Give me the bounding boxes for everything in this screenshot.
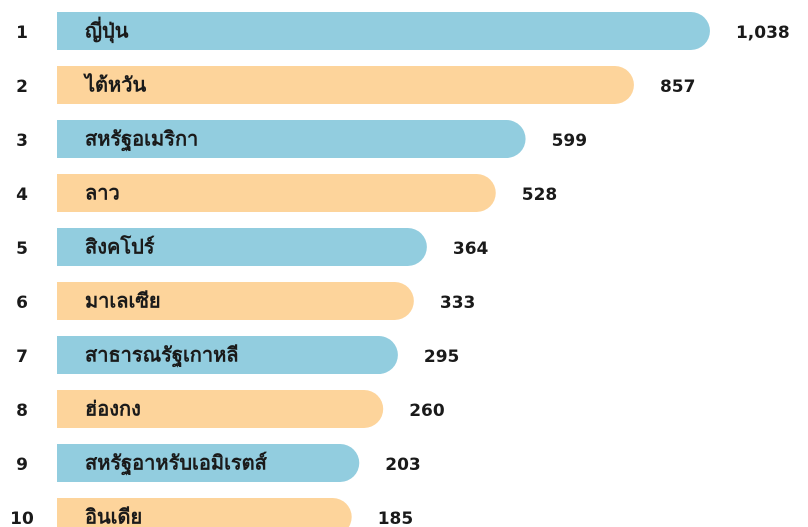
category-label: สหรัฐอเมริกา xyxy=(85,127,198,153)
value-label: 1,038 xyxy=(736,23,790,43)
rank-label: 8 xyxy=(16,401,28,421)
category-label: สาธารณรัฐเกาหลี xyxy=(85,343,239,369)
rank-label: 6 xyxy=(16,293,28,313)
category-label: อินเดีย xyxy=(85,505,142,527)
rank-label: 10 xyxy=(10,509,34,527)
rank-label: 1 xyxy=(16,23,28,43)
value-label: 185 xyxy=(378,509,414,527)
rank-label: 3 xyxy=(16,131,28,151)
value-label: 203 xyxy=(385,455,421,475)
rank-label: 5 xyxy=(16,239,28,259)
value-label: 599 xyxy=(552,131,588,151)
bar xyxy=(57,498,352,527)
category-label: ลาว xyxy=(85,181,120,205)
category-label: มาเลเซีย xyxy=(85,289,161,313)
rank-label: 2 xyxy=(16,77,28,97)
category-label: ไต้หวัน xyxy=(83,73,146,97)
category-label: ฮ่องกง xyxy=(85,397,141,421)
value-label: 295 xyxy=(424,347,460,367)
bar xyxy=(57,120,526,158)
category-label: สหรัฐอาหรับเอมิเรตส์ xyxy=(85,451,268,477)
bar xyxy=(57,174,496,212)
value-label: 333 xyxy=(440,293,476,313)
value-label: 364 xyxy=(453,239,489,259)
rank-label: 9 xyxy=(16,455,28,475)
bar xyxy=(57,444,360,482)
bar xyxy=(57,390,384,428)
rank-label: 4 xyxy=(16,185,28,205)
value-label: 260 xyxy=(409,401,445,421)
bar xyxy=(57,12,710,50)
rank-label: 7 xyxy=(16,347,28,367)
value-label: 528 xyxy=(522,185,558,205)
bar xyxy=(57,282,414,320)
bar xyxy=(57,66,634,104)
bar xyxy=(57,336,398,374)
value-label: 857 xyxy=(660,77,696,97)
category-label: สิงคโปร์ xyxy=(85,235,155,259)
category-label: ญี่ปุ่น xyxy=(85,16,129,44)
bar xyxy=(57,228,427,266)
